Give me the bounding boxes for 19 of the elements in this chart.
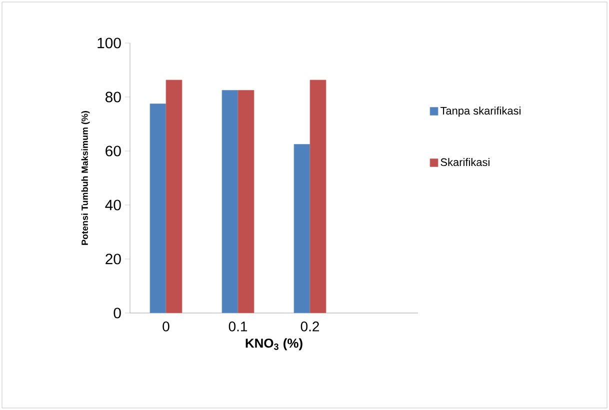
bar (238, 90, 254, 313)
y-axis-title: Potensi Tumbuh Maksimum (%) (81, 111, 90, 245)
x-tick-label: 0.1 (228, 322, 248, 332)
y-tick-label: 80 (106, 92, 121, 102)
x-tick-label: 0.2 (300, 322, 319, 332)
y-tick-label: 20 (106, 254, 121, 264)
legend-label: Tanpa skarifikasi (440, 106, 520, 117)
bar (150, 104, 166, 313)
y-tick-label: 100 (98, 38, 121, 48)
bar (166, 80, 182, 313)
y-tick-label: 40 (105, 200, 121, 210)
bar (222, 90, 238, 313)
bar (294, 144, 310, 313)
y-tick-label: 60 (106, 146, 121, 156)
x-tick-label: 0 (162, 322, 170, 332)
bar (310, 80, 326, 313)
x-axis-title: KNO$_{3}$ (%) (246, 338, 302, 350)
y-tick-label: 0 (114, 308, 121, 318)
legend-label: Skarifikasi (440, 158, 490, 166)
